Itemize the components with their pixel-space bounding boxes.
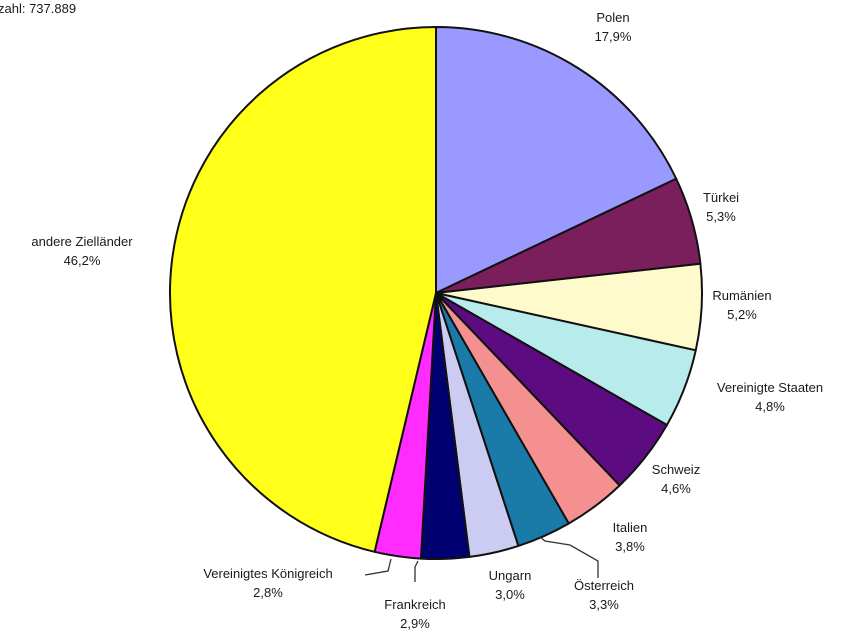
slice-value-3: 4,8% bbox=[755, 399, 785, 414]
slice-label-4: Schweiz bbox=[652, 462, 700, 477]
slice-value-6: 3,3% bbox=[589, 597, 619, 612]
slice-label-10: andere Zielländer bbox=[31, 234, 133, 249]
pie-slice-0 bbox=[435, 26, 678, 294]
slice-label-3: Vereinigte Staaten bbox=[717, 380, 823, 395]
pie-slice-10 bbox=[169, 26, 437, 553]
slice-value-9: 2,8% bbox=[253, 585, 283, 600]
slice-label-8: Frankreich bbox=[384, 597, 445, 612]
slice-value-2: 5,2% bbox=[727, 307, 757, 322]
slice-value-4: 4,6% bbox=[661, 481, 691, 496]
leader-lines bbox=[364, 536, 599, 582]
slice-label-0: Polen bbox=[596, 10, 629, 25]
leader-line-9 bbox=[364, 558, 392, 576]
header-text: zahl: 737.889 bbox=[0, 1, 76, 16]
slice-label-1: Türkei bbox=[703, 190, 739, 205]
slice-value-1: 5,3% bbox=[706, 209, 736, 224]
leader-line-6 bbox=[539, 536, 599, 578]
slice-value-0: 17,9% bbox=[595, 29, 632, 44]
slice-label-9: Vereinigtes Königreich bbox=[203, 566, 332, 581]
slice-labels: Polen 17,9% Türkei 5,3% Rumänien 5,2% Vereinig… bbox=[31, 10, 823, 631]
slice-value-8: 2,9% bbox=[400, 616, 430, 631]
leader-line-8 bbox=[414, 560, 419, 582]
slice-label-6: Österreich bbox=[574, 578, 634, 593]
slice-label-7: Ungarn bbox=[489, 568, 532, 583]
slice-value-5: 3,8% bbox=[615, 539, 645, 554]
slice-label-5: Italien bbox=[613, 520, 648, 535]
pie-slices bbox=[169, 26, 703, 560]
slice-value-10: 46,2% bbox=[64, 253, 101, 268]
slice-label-2: Rumänien bbox=[712, 288, 771, 303]
slice-value-7: 3,0% bbox=[495, 587, 525, 602]
